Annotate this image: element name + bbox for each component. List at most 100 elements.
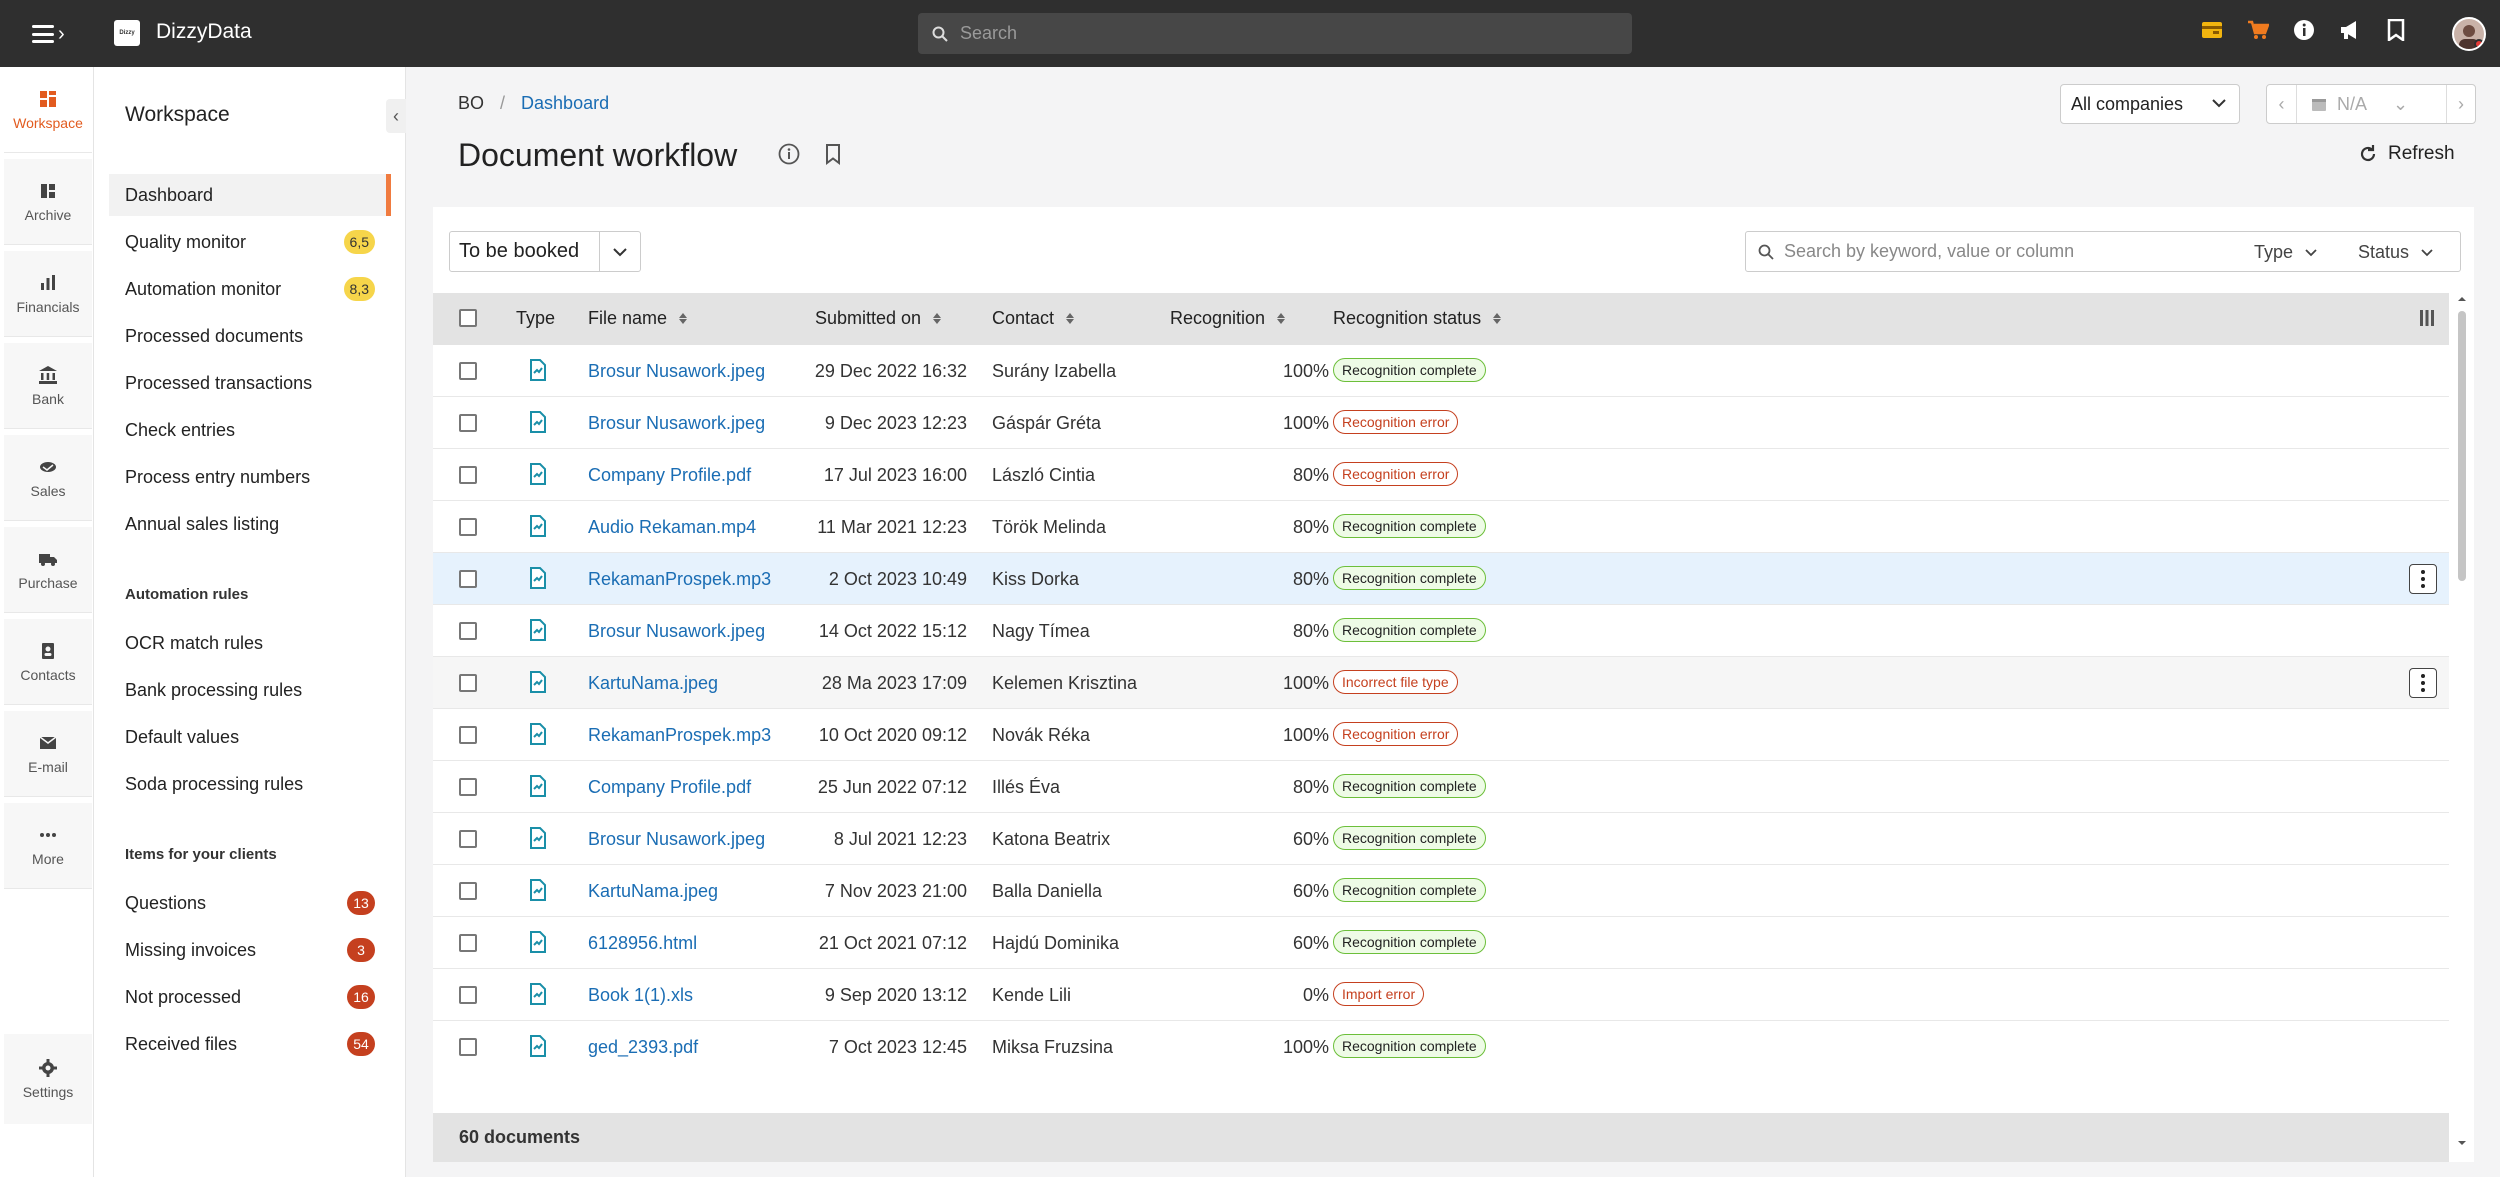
row-checkbox[interactable] (459, 414, 477, 432)
nav-ocr-match-rules[interactable]: OCR match rules (109, 622, 391, 664)
row-actions-menu-icon[interactable] (2409, 564, 2437, 594)
row-checkbox[interactable] (459, 882, 477, 900)
company-select[interactable]: All companies (2060, 84, 2240, 124)
rail-email[interactable]: E-mail (4, 711, 92, 797)
table-row[interactable]: RekamanProspek.mp3 2 Oct 2023 10:49 Kiss D… (433, 553, 2449, 605)
table-row[interactable]: Brosur Nusawork.jpeg 9 Dec 2023 12:23 Gásp… (433, 397, 2449, 449)
column-picker-icon[interactable] (2419, 309, 2435, 332)
info-circle-icon[interactable] (778, 143, 800, 170)
info-icon[interactable] (2292, 18, 2316, 42)
rail-sales[interactable]: Sales (4, 435, 92, 521)
period-select[interactable]: N/A ⌄ (2297, 85, 2447, 123)
file-name-link[interactable]: 6128956.html (588, 933, 698, 953)
table-row[interactable]: Company Profile.pdf 25 Jun 2022 07:12 Illé… (433, 761, 2449, 813)
nav-process-entry-numbers[interactable]: Process entry numbers (109, 456, 391, 498)
column-recognition-status[interactable]: Recognition status (1333, 308, 1502, 329)
table-row[interactable]: 6128956.html 21 Oct 2021 07:12 Hajdú Domin… (433, 917, 2449, 969)
row-checkbox[interactable] (459, 830, 477, 848)
nav-processed-transactions[interactable]: Processed transactions (109, 362, 391, 404)
nav-automation-monitor[interactable]: Automation monitor 8,3 (109, 268, 391, 310)
table-row[interactable]: KartuNama.jpeg 7 Nov 2023 21:00 Balla Dani… (433, 865, 2449, 917)
row-actions-menu-icon[interactable] (2409, 668, 2437, 698)
table-row[interactable]: Brosur Nusawork.jpeg 29 Dec 2022 16:32 Sur… (433, 345, 2449, 397)
nav-questions[interactable]: Questions 13 (109, 882, 391, 924)
nav-annual-sales-listing[interactable]: Annual sales listing (109, 503, 391, 545)
table-row[interactable]: Audio Rekaman.mp4 11 Mar 2021 12:23 Török … (433, 501, 2449, 553)
checkbox[interactable] (459, 309, 477, 327)
column-file-name[interactable]: File name (588, 308, 688, 329)
nav-processed-documents[interactable]: Processed documents (109, 315, 391, 357)
breadcrumb-root[interactable]: BO (458, 93, 485, 113)
rail-settings[interactable]: Settings (4, 1034, 92, 1124)
row-checkbox[interactable] (459, 362, 477, 380)
rail-workspace[interactable]: Workspace (4, 67, 92, 153)
row-checkbox[interactable] (459, 622, 477, 640)
file-name-link[interactable]: Brosur Nusawork.jpeg (588, 829, 766, 849)
breadcrumb-current[interactable]: Dashboard (521, 93, 610, 113)
checkbox[interactable] (459, 882, 477, 900)
megaphone-icon[interactable] (2338, 18, 2362, 42)
row-checkbox[interactable] (459, 986, 477, 1004)
checkbox[interactable] (459, 778, 477, 796)
period-next-button[interactable]: › (2447, 85, 2475, 123)
rail-archive[interactable]: Archive (4, 159, 92, 245)
file-name-link[interactable]: RekamanProspek.mp3 (588, 569, 772, 589)
cart-icon[interactable] (2246, 18, 2270, 42)
user-avatar[interactable] (2452, 17, 2486, 51)
file-name-link[interactable]: Brosur Nusawork.jpeg (588, 413, 766, 433)
row-checkbox[interactable] (459, 726, 477, 744)
file-name-link[interactable]: KartuNama.jpeg (588, 881, 719, 901)
file-name-link[interactable]: Brosur Nusawork.jpeg (588, 361, 766, 381)
row-checkbox[interactable] (459, 1038, 477, 1056)
refresh-button[interactable]: Refresh (2358, 143, 2455, 165)
column-submitted-on[interactable]: Submitted on (815, 308, 942, 329)
nav-missing-invoices[interactable]: Missing invoices 3 (109, 929, 391, 971)
select-all-checkbox[interactable] (459, 309, 477, 327)
row-checkbox[interactable] (459, 778, 477, 796)
table-row[interactable]: KartuNama.jpeg 28 Ma 2023 17:09 Kelemen Kr… (433, 657, 2449, 709)
status-filter-dropdown[interactable]: Status (2358, 242, 2435, 263)
table-row[interactable]: RekamanProspek.mp3 10 Oct 2020 09:12 Novák… (433, 709, 2449, 761)
file-name-link[interactable]: Book 1(1).xls (588, 985, 694, 1005)
rail-financials[interactable]: Financials (4, 251, 92, 337)
nav-received-files[interactable]: Received files 54 (109, 1023, 391, 1065)
checkbox[interactable] (459, 726, 477, 744)
row-checkbox[interactable] (459, 466, 477, 484)
file-name-link[interactable]: Audio Rekaman.mp4 (588, 517, 757, 537)
file-name-link[interactable]: Company Profile.pdf (588, 465, 752, 485)
checkbox[interactable] (459, 518, 477, 536)
bookmark-outline-icon[interactable] (824, 143, 842, 170)
checkbox[interactable] (459, 622, 477, 640)
file-name-link[interactable]: RekamanProspek.mp3 (588, 725, 772, 745)
nav-bank-processing-rules[interactable]: Bank processing rules (109, 669, 391, 711)
menu-toggle-button[interactable]: › (32, 20, 72, 48)
nav-quality-monitor[interactable]: Quality monitor 6,5 (109, 221, 391, 263)
checkbox[interactable] (459, 362, 477, 380)
rail-purchase[interactable]: Purchase (4, 527, 92, 613)
row-checkbox[interactable] (459, 570, 477, 588)
file-name-link[interactable]: Company Profile.pdf (588, 777, 752, 797)
table-row[interactable]: ged_2393.pdf 7 Oct 2023 12:45 Miksa Fruzsi… (433, 1021, 2449, 1061)
nav-soda-processing-rules[interactable]: Soda processing rules (109, 763, 391, 805)
global-search-input[interactable] (960, 23, 1600, 44)
table-row[interactable]: Book 1(1).xls 9 Sep 2020 13:12 Kende Lili 0… (433, 969, 2449, 1021)
workflow-filter-select[interactable]: To be booked (449, 231, 641, 272)
nav-not-processed[interactable]: Not processed 16 (109, 976, 391, 1018)
period-prev-button[interactable]: ‹ (2267, 85, 2297, 123)
collapse-subnav-button[interactable]: ‹ (386, 99, 406, 133)
checkbox[interactable] (459, 674, 477, 692)
type-filter-dropdown[interactable]: Type (2254, 242, 2319, 263)
checkbox[interactable] (459, 1038, 477, 1056)
checkbox[interactable] (459, 830, 477, 848)
bookmark-icon[interactable] (2384, 18, 2408, 42)
table-scrollbar[interactable] (2455, 293, 2469, 1149)
column-recognition[interactable]: Recognition (1170, 308, 1286, 329)
table-row[interactable]: Company Profile.pdf 17 Jul 2023 16:00 Lász… (433, 449, 2449, 501)
table-row[interactable]: Brosur Nusawork.jpeg 8 Jul 2021 12:23 Kato… (433, 813, 2449, 865)
row-checkbox[interactable] (459, 518, 477, 536)
checkbox[interactable] (459, 934, 477, 952)
row-checkbox[interactable] (459, 934, 477, 952)
column-contact[interactable]: Contact (992, 308, 1075, 329)
file-name-link[interactable]: KartuNama.jpeg (588, 673, 719, 693)
row-checkbox[interactable] (459, 674, 477, 692)
